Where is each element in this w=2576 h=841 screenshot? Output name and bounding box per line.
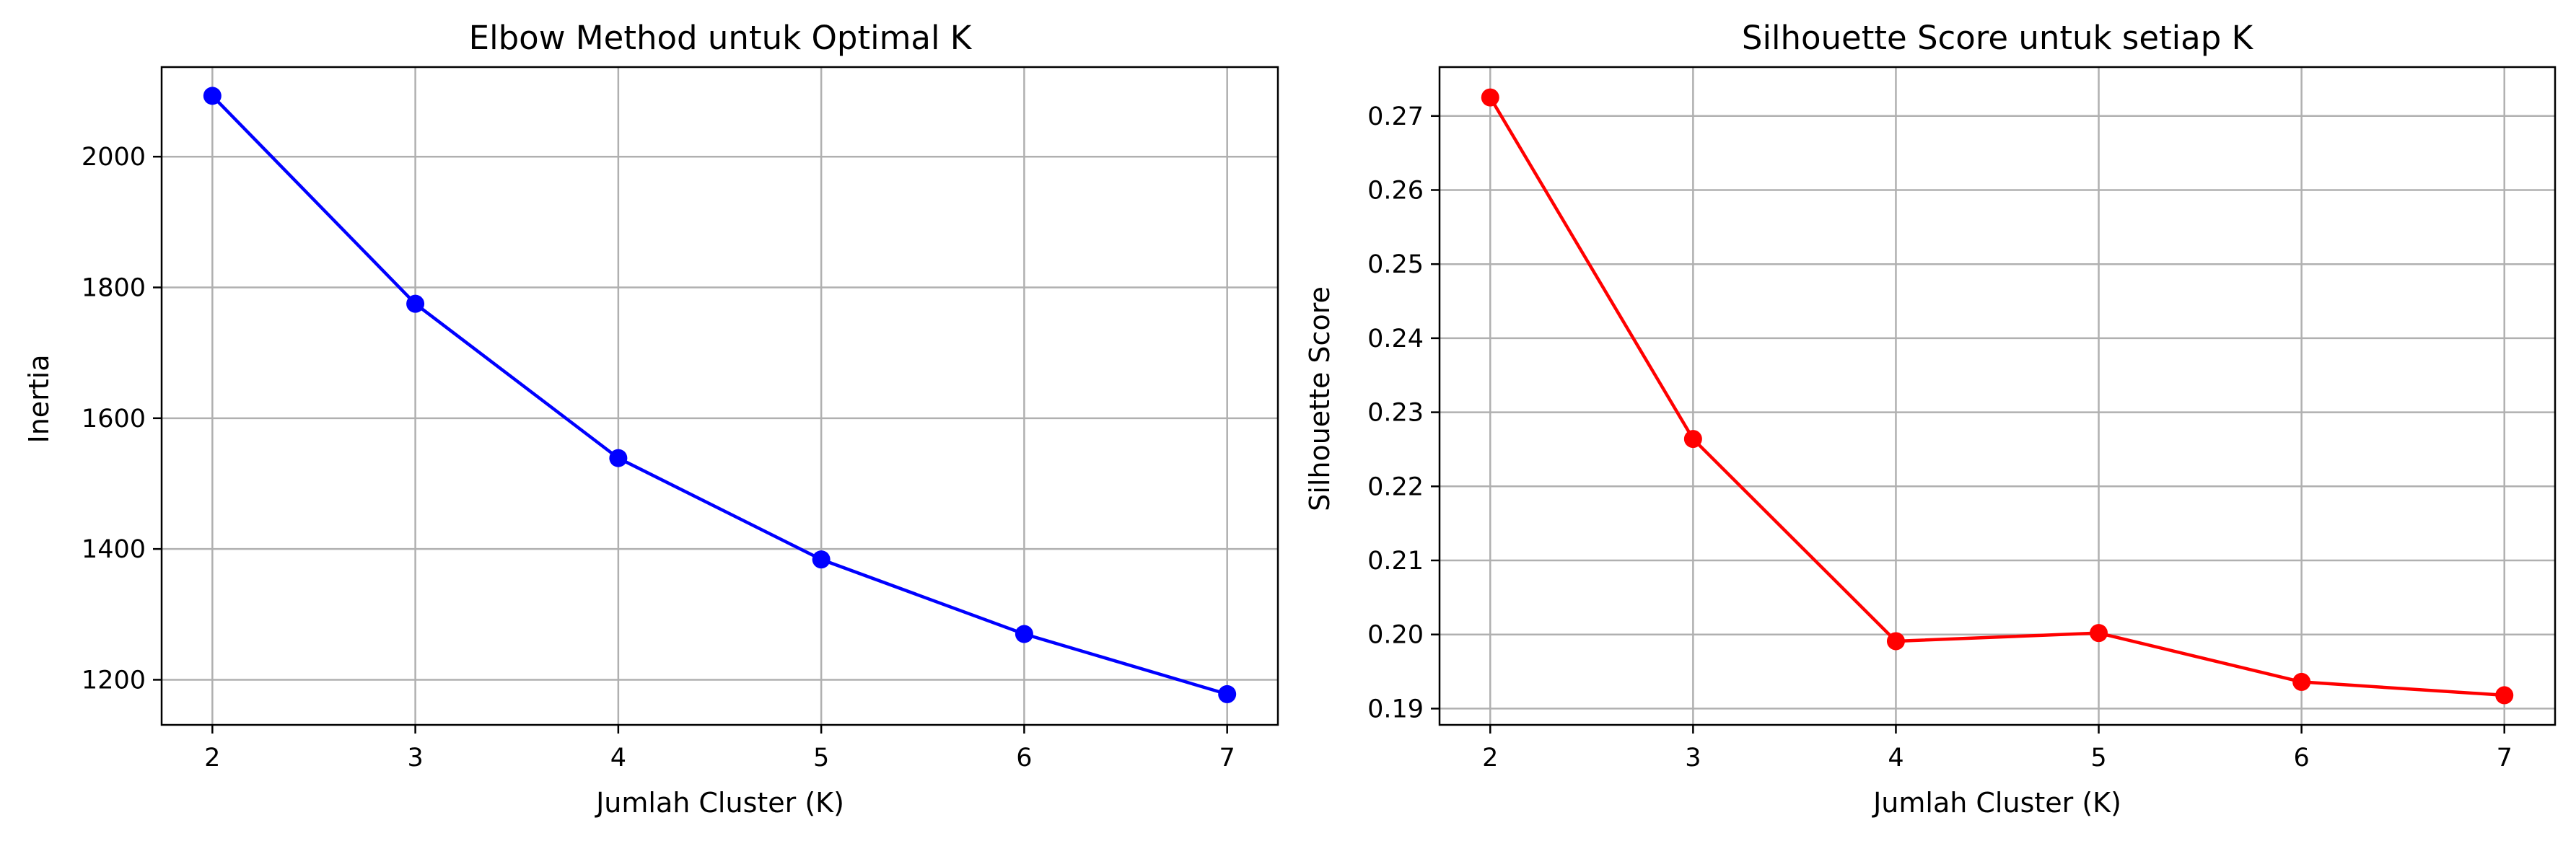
elbow-chart: Elbow Method untuk Optimal K Jumlah Clus… bbox=[23, 19, 1279, 819]
x-tick-label: 4 bbox=[610, 744, 626, 772]
y-tick-label: 0.20 bbox=[1367, 621, 1424, 650]
chart-title: Elbow Method untuk Optimal K bbox=[469, 19, 973, 57]
data-point bbox=[406, 294, 425, 313]
y-tick-label: 0.21 bbox=[1367, 547, 1424, 576]
data-point bbox=[609, 449, 628, 467]
x-axis-label: Jumlah Cluster (K) bbox=[595, 787, 844, 819]
data-point bbox=[1683, 430, 1702, 449]
x-tick-label: 6 bbox=[1016, 744, 1032, 772]
data-point bbox=[1481, 88, 1499, 107]
data-point bbox=[203, 87, 222, 105]
y-tick-label: 0.26 bbox=[1367, 176, 1424, 205]
x-tick-label: 7 bbox=[2497, 744, 2513, 772]
x-tick-label: 4 bbox=[1888, 744, 1903, 772]
y-tick-label: 1600 bbox=[82, 405, 146, 433]
silhouette-chart: Silhouette Score untuk setiap K Jumlah C… bbox=[1304, 19, 2557, 819]
x-tick-label: 3 bbox=[1685, 744, 1701, 772]
y-tick-label: 0.23 bbox=[1367, 399, 1424, 428]
axes-frame bbox=[1438, 66, 2557, 726]
data-point bbox=[812, 550, 831, 569]
data-point bbox=[2292, 672, 2311, 691]
data-point bbox=[2090, 624, 2108, 643]
y-tick-label: 2000 bbox=[82, 143, 146, 172]
y-tick-label: 1800 bbox=[82, 274, 146, 303]
x-tick-label: 2 bbox=[204, 744, 220, 772]
chart-title: Silhouette Score untuk setiap K bbox=[1742, 19, 2254, 57]
y-tick-label: 1400 bbox=[82, 535, 146, 564]
x-axis-label: Jumlah Cluster (K) bbox=[1872, 787, 2121, 819]
series-line bbox=[1489, 96, 2505, 697]
y-axis-label: Inertia bbox=[23, 354, 55, 443]
y-tick-label: 0.27 bbox=[1367, 102, 1424, 131]
x-tick-label: 5 bbox=[813, 744, 829, 772]
x-tick-label: 3 bbox=[407, 744, 423, 772]
y-tick-label: 1200 bbox=[82, 666, 146, 695]
y-tick-label: 0.19 bbox=[1367, 695, 1424, 723]
x-tick-label: 5 bbox=[2090, 744, 2106, 772]
data-point bbox=[2495, 686, 2514, 705]
y-tick-label: 0.24 bbox=[1367, 325, 1424, 353]
data-point bbox=[1218, 684, 1237, 703]
axes-frame bbox=[160, 66, 1279, 726]
data-point bbox=[1015, 625, 1033, 643]
y-axis-label: Silhouette Score bbox=[1304, 286, 1336, 511]
series-line bbox=[211, 94, 1228, 696]
x-tick-label: 2 bbox=[1482, 744, 1498, 772]
y-tick-label: 0.22 bbox=[1367, 472, 1424, 501]
x-tick-label: 6 bbox=[2293, 744, 2309, 772]
data-point bbox=[1886, 632, 1905, 651]
x-tick-label: 7 bbox=[1219, 744, 1235, 772]
y-tick-label: 0.25 bbox=[1367, 250, 1424, 279]
